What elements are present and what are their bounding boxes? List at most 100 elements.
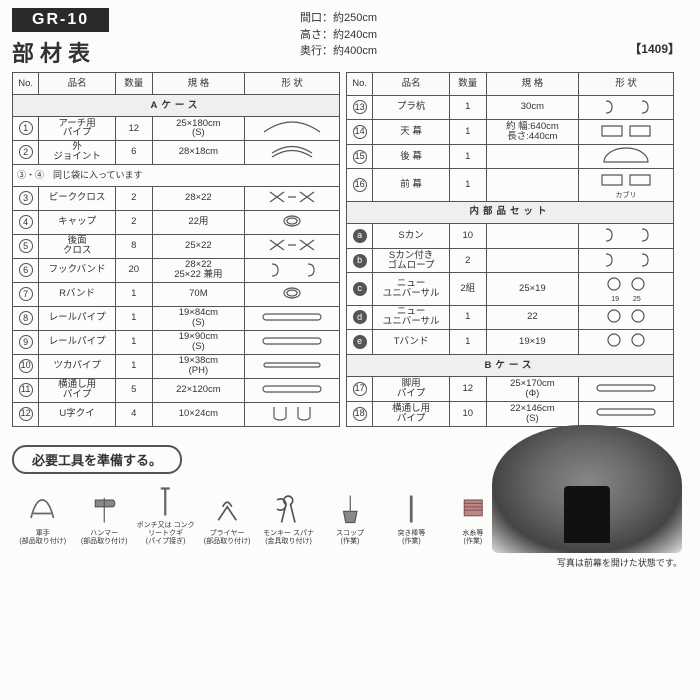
dimensions: 間口：約250cm 高さ：約240cm 奥行：約400cm	[300, 10, 377, 60]
tool-icon	[453, 491, 494, 527]
part-shape: カブリ	[579, 169, 674, 201]
table-row: 2 外ジョイント 6 28×18cm	[13, 140, 340, 164]
part-spec	[486, 169, 578, 201]
row-number: d	[353, 310, 367, 324]
table-row: 13 プラ杭 1 30cm	[347, 95, 674, 120]
part-qty: 10	[449, 401, 486, 426]
part-qty: 1	[115, 330, 152, 354]
table-row: 10 ツカパイプ 1 19×38cm(PH)	[13, 354, 340, 378]
part-name: アーチ用パイプ	[39, 117, 115, 141]
table-row: e Tバンド 1 19×19	[347, 330, 674, 355]
section-b: Bケース	[347, 354, 674, 377]
table-row: 12 U字クイ 4 10×24cm	[13, 402, 340, 426]
part-name: 後 幕	[373, 144, 449, 169]
part-spec: 約 幅:640cm長さ:440cm	[486, 120, 578, 145]
table-row: 5 後面クロス 8 25×22	[13, 234, 340, 258]
tool-name: スコップ	[320, 530, 380, 538]
part-qty: 1	[115, 306, 152, 330]
tool-name: モンキー スパナ	[259, 530, 319, 538]
table-row: a Sカン 10	[347, 224, 674, 249]
part-shape	[245, 234, 340, 258]
row-number: 4	[19, 215, 33, 229]
tool-name: ポンチ又は コンクリートクギ	[136, 522, 196, 537]
product-photo	[492, 425, 682, 553]
part-spec: 30cm	[486, 95, 578, 120]
part-name: 外ジョイント	[39, 140, 115, 164]
tool-item: ハンマー (部品取り付け)	[74, 491, 134, 545]
table-row: 6 フックバンド 20 28×2225×22 兼用	[13, 258, 340, 282]
row-number: 10	[19, 359, 33, 373]
tool-sub: (部品取り付け)	[74, 538, 134, 546]
tool-icon	[268, 491, 309, 527]
part-name: 脚用パイプ	[373, 377, 449, 402]
part-shape	[245, 330, 340, 354]
part-name: U字クイ	[39, 402, 115, 426]
part-name: ニューユニバーサル	[373, 305, 449, 330]
part-name: レールパイプ	[39, 306, 115, 330]
part-shape	[579, 377, 674, 402]
table-row: 15 後 幕 1	[347, 144, 674, 169]
tool-sub: (作業)	[320, 538, 380, 546]
part-qty: 1	[115, 282, 152, 306]
tool-item: ポンチ又は コンクリートクギ (パイプ接ぎ)	[136, 484, 196, 546]
part-qty: 6	[115, 140, 152, 164]
table-row: 9 レールパイプ 1 19×90cm(S)	[13, 330, 340, 354]
row-number: 15	[353, 150, 367, 164]
part-name: プラ杭	[373, 95, 449, 120]
part-name: 横通し用パイプ	[373, 401, 449, 426]
part-name: ニューユニバーサル	[373, 273, 449, 305]
row-number: 2	[19, 145, 33, 159]
tool-sub: (部品取り付け)	[197, 538, 257, 546]
part-shape	[579, 224, 674, 249]
tool-name: プライヤー	[197, 530, 257, 538]
row-number: 7	[19, 287, 33, 301]
table-row: 3 ピーククロス 2 28×22	[13, 186, 340, 210]
part-shape	[245, 354, 340, 378]
table-row: 4 キャップ 2 22用	[13, 210, 340, 234]
photo-caption: 写真は前幕を開けた状態です。	[557, 556, 682, 569]
part-shape	[245, 402, 340, 426]
row-number: 9	[19, 335, 33, 349]
tool-icon	[391, 491, 432, 527]
part-qty: 1	[115, 354, 152, 378]
tool-icon	[22, 491, 63, 527]
part-qty: 2	[115, 210, 152, 234]
row-number: b	[353, 254, 367, 268]
part-shape	[245, 186, 340, 210]
table-row: b Sカン付きゴムロープ 2	[347, 248, 674, 273]
part-spec: 22用	[152, 210, 244, 234]
tool-icon	[330, 491, 371, 527]
tool-icon	[84, 491, 125, 527]
doc-code: 【1409】	[629, 40, 680, 57]
part-spec: 28×22	[152, 186, 244, 210]
tool-item: プライヤー (部品取り付け)	[197, 491, 257, 545]
part-spec: 22	[486, 305, 578, 330]
part-spec	[486, 224, 578, 249]
part-shape	[579, 248, 674, 273]
section-a: Aケース	[13, 95, 340, 117]
table-row: d ニューユニバーサル 1 22	[347, 305, 674, 330]
row-number: 14	[353, 125, 367, 139]
part-qty: 1	[449, 120, 486, 145]
tool-item: 軍手 (部品取り付け)	[13, 491, 73, 545]
row-number: 1	[19, 121, 33, 135]
table-row: 8 レールパイプ 1 19×84cm(S)	[13, 306, 340, 330]
table-row: 1 アーチ用パイプ 12 25×180cm(S)	[13, 117, 340, 141]
row-number: 5	[19, 239, 33, 253]
tool-icon	[207, 491, 248, 527]
part-qty: 12	[449, 377, 486, 402]
model-badge: GR-10	[12, 8, 109, 32]
tool-item: モンキー スパナ (金具取り付け)	[259, 491, 319, 545]
part-qty: 10	[449, 224, 486, 249]
table-row: 11 横通し用パイプ 5 22×120cm	[13, 378, 340, 402]
row-number: 13	[353, 100, 367, 114]
row-number: 8	[19, 311, 33, 325]
part-qty: 20	[115, 258, 152, 282]
tool-sub: (金具取り付け)	[259, 538, 319, 546]
part-name: 天 幕	[373, 120, 449, 145]
part-name: Sカン	[373, 224, 449, 249]
part-qty: 8	[115, 234, 152, 258]
part-spec: 25×22	[152, 234, 244, 258]
table-row: c ニューユニバーサル 2組 25×19 19 25	[347, 273, 674, 305]
part-shape	[579, 401, 674, 426]
